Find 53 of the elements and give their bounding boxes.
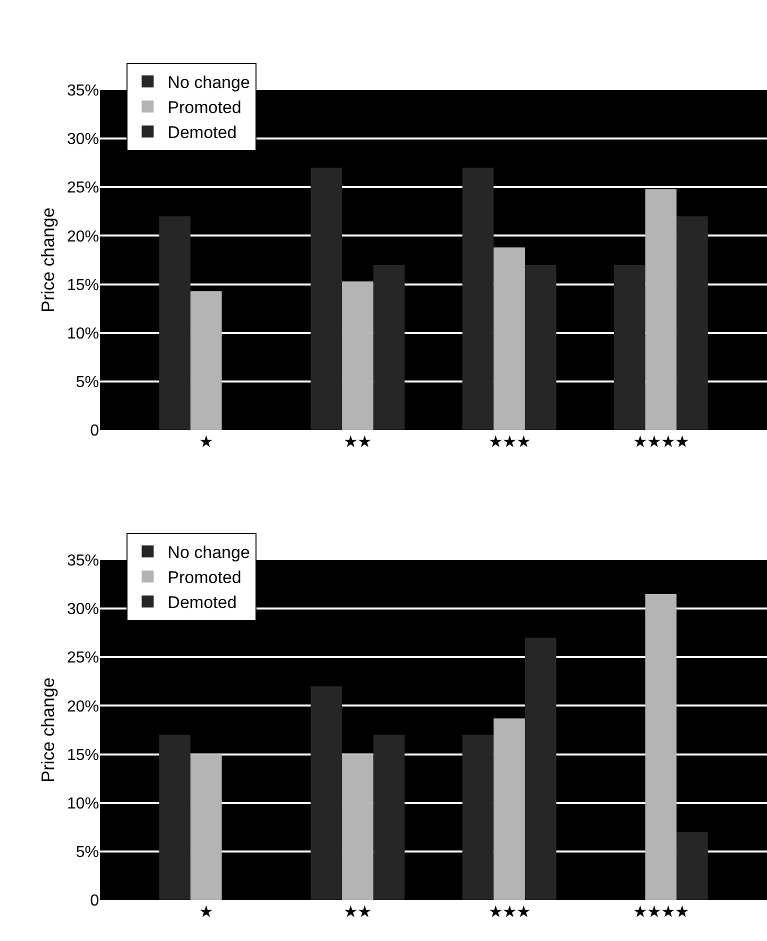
legend-label: Promoted [168,568,242,588]
bar [524,638,556,900]
bar [614,264,646,430]
legend-label: No change [168,542,250,562]
x-tick-label: ★★★ [488,434,530,451]
x-tick-label: ★★ [344,904,372,921]
bar [190,754,222,900]
x-tick-label: ★★ [344,434,372,451]
x-tick-label: ★★★★ [632,434,689,451]
y-axis-title: Price change [38,677,58,783]
y-axis-title: Price change [38,207,58,313]
bar [310,686,342,900]
bar [342,754,374,900]
y-tick-label: 20% [66,228,99,246]
legend-label: No change [168,72,250,92]
legend-label: Demoted [168,593,237,612]
y-tick-label: 15% [66,276,99,294]
y-tick-label: 0 [90,892,100,910]
bar [190,291,222,430]
x-tick-label: ★ [199,904,214,921]
bar [524,264,556,430]
bar [159,216,190,430]
y-tick-label: 30% [66,601,99,618]
y-tick-label: 30% [66,131,99,148]
bar [373,264,405,430]
y-tick-label: 15% [66,746,99,764]
bar [645,189,677,430]
bar [462,734,494,900]
bar [462,168,494,430]
y-tick-label: 35% [66,82,99,100]
y-tick-label: 10% [66,795,99,812]
bar [494,718,525,900]
y-tick-label: 20% [66,698,99,716]
y-tick-label: 5% [76,844,99,862]
bar [676,216,708,430]
y-tick-label: 25% [66,650,99,667]
y-tick-label: 35% [66,552,99,570]
bar [310,168,342,430]
y-tick-label: 0 [90,422,100,440]
legend-label: Demoted [168,123,237,142]
bar [159,734,190,900]
bar [676,832,708,900]
bar [373,734,405,900]
x-tick-label: ★ [199,434,214,451]
y-tick-label: 25% [66,180,99,197]
bar [645,594,677,900]
x-tick-label: ★★★ [488,904,530,921]
y-tick-label: 10% [66,325,99,342]
y-tick-label: 5% [76,374,99,392]
bar [494,247,525,430]
legend-label: Promoted [168,98,242,118]
bar [342,281,374,430]
x-tick-label: ★★★★ [632,904,689,921]
